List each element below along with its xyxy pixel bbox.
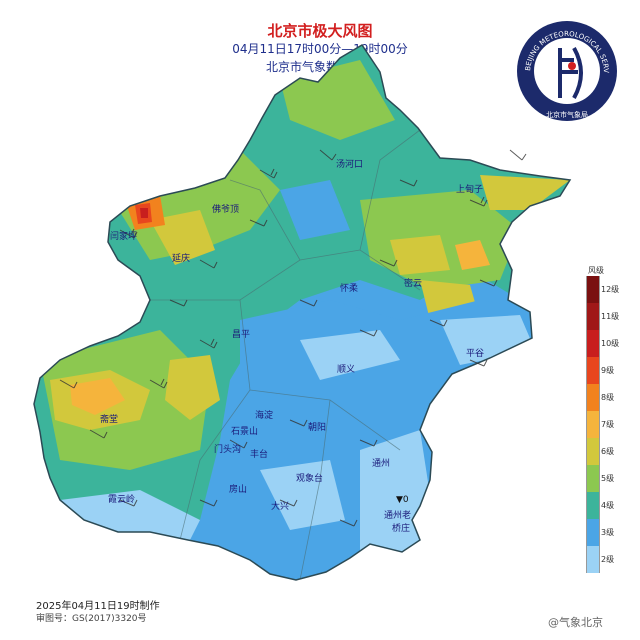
map-title: 北京市极大风图: [267, 22, 373, 40]
legend-swatch: [586, 546, 600, 573]
legend-label: 6级: [601, 447, 615, 456]
place-label: 通州: [372, 459, 391, 469]
legend-label: 5级: [601, 474, 615, 483]
legend-swatch: [586, 411, 600, 438]
legend-label: 10级: [601, 339, 620, 348]
place-label: 桥庄: [392, 524, 411, 534]
place-label: 房山: [229, 485, 248, 495]
legend-swatch: [586, 330, 600, 357]
production-time: 2025年04月11日19时制作: [36, 601, 160, 612]
place-label: 延庆: [172, 254, 191, 264]
place-label: 丰台: [250, 450, 269, 460]
legend-title: 风级: [588, 266, 604, 275]
station-marker: ▼0: [396, 495, 409, 505]
legend-swatch: [586, 465, 600, 492]
place-label: 闫家坪: [110, 232, 138, 242]
legend-label: 2级: [601, 555, 615, 564]
logo-cn-text: 北京市气象局: [546, 110, 588, 119]
legend-swatch: [586, 519, 600, 546]
place-label: 汤河口: [336, 160, 364, 170]
legend-label: 12级: [601, 285, 620, 294]
place-label: 怀柔: [340, 284, 359, 294]
legend-swatch: [586, 438, 600, 465]
watermark: @气象北京: [548, 616, 603, 629]
map-approval-number: 审图号：GS(2017)3320号: [36, 614, 147, 624]
legend-label: 8级: [601, 393, 615, 402]
place-label: 顺义: [337, 365, 356, 375]
place-label: 霞云岭: [108, 495, 136, 505]
bms-logo: BEIJING METEOROLOGICAL SERVICE 北京市气象局: [514, 18, 617, 121]
place-label: 通州老: [384, 511, 412, 521]
legend-label: 11级: [601, 312, 620, 321]
legend-label: 9级: [601, 366, 615, 375]
legend-swatch: [586, 276, 600, 303]
legend-swatch: [586, 384, 600, 411]
place-label: 斋堂: [100, 415, 119, 425]
legend-label: 7级: [601, 420, 615, 429]
place-label: 朝阳: [308, 423, 327, 433]
legend-swatch: [586, 492, 600, 519]
place-label: 密云: [404, 279, 423, 289]
place-label: 昌平: [232, 330, 251, 340]
place-label: 佛爷顶: [212, 205, 240, 215]
legend-swatch: [586, 303, 600, 330]
legend-label: 3级: [601, 528, 615, 537]
place-label: 门头沟: [214, 445, 242, 455]
place-label: 石景山: [231, 427, 259, 437]
place-label: 海淀: [255, 411, 274, 421]
place-label: 上甸子: [456, 185, 484, 195]
legend-swatch: [586, 357, 600, 384]
place-label: 大兴: [271, 502, 290, 512]
place-label: 观象台: [296, 474, 324, 484]
legend-label: 4级: [601, 501, 615, 510]
place-label: 平谷: [466, 349, 485, 359]
